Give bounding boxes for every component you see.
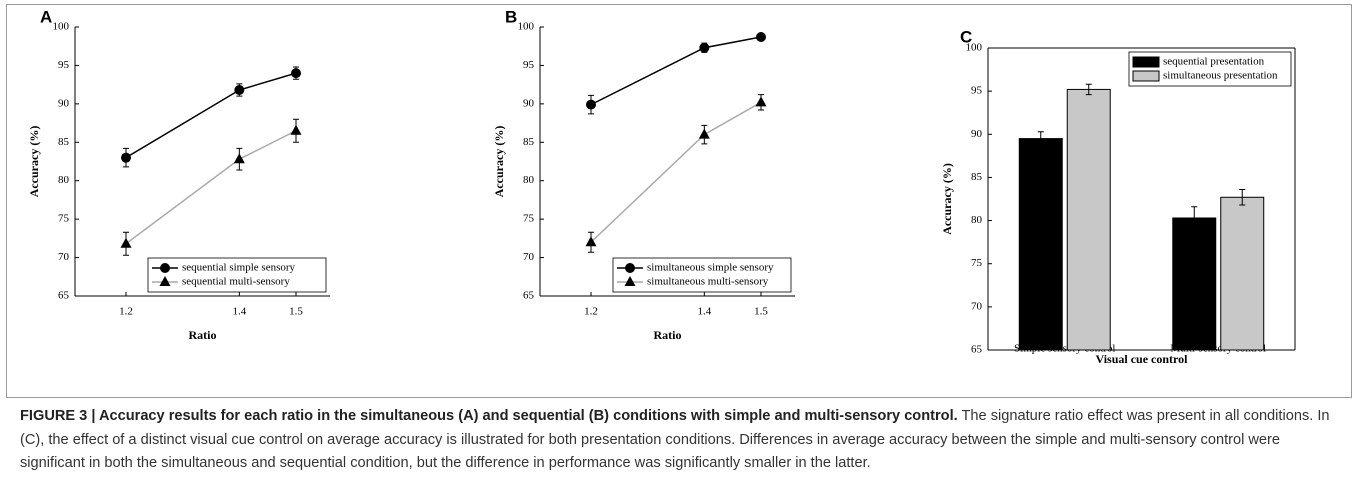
panel-letter: B <box>505 7 517 26</box>
y-tick-label: 75 <box>523 213 535 225</box>
bar <box>1172 217 1217 351</box>
y-axis-title: Accuracy (%) <box>27 126 41 198</box>
series-line <box>590 101 762 243</box>
y-axis-title: Accuracy (%) <box>492 126 506 198</box>
x-tick-label: 1.5 <box>754 306 768 318</box>
y-tick-label: 100 <box>518 21 535 33</box>
marker <box>159 276 171 286</box>
legend: simultaneous simple sensory simultaneous … <box>612 257 792 293</box>
y-tick-label: 65 <box>523 290 535 302</box>
legend-label: sequential simple sensory <box>182 262 296 274</box>
marker <box>585 236 597 247</box>
marker <box>586 99 596 110</box>
y-tick-label: 80 <box>523 174 535 186</box>
marker <box>291 68 301 79</box>
legend-label: sequential presentation <box>1163 56 1265 68</box>
y-tick-label: 95 <box>523 59 535 71</box>
y-tick-label: 90 <box>523 97 535 109</box>
legend-label: simultaneous presentation <box>1163 70 1278 82</box>
y-tick-label: 95 <box>971 85 983 97</box>
figure-frame <box>6 4 1352 398</box>
y-tick-label: 80 <box>58 174 70 186</box>
y-tick-label: 90 <box>58 97 70 109</box>
marker <box>160 263 170 273</box>
legend: sequential simple sensory sequential mult… <box>147 257 327 293</box>
caption-text: The signature ratio effect was present i… <box>20 408 1330 471</box>
marker <box>756 31 766 42</box>
series-line <box>590 36 762 106</box>
y-tick-label: 95 <box>58 59 70 71</box>
legend-box <box>612 257 792 293</box>
y-axis-title: Accuracy (%) <box>940 163 954 235</box>
panel-letter: C <box>960 27 972 46</box>
x-axis-title: Visual cue control <box>1096 352 1189 366</box>
panel-letter: A <box>40 7 52 26</box>
caption-label: FIGURE 3 | Accuracy results for each rat… <box>20 408 958 424</box>
bar <box>1066 88 1111 351</box>
legend-label: simultaneous simple sensory <box>647 262 774 274</box>
legend: sequential presentation simultaneous pres… <box>1128 51 1292 87</box>
error-bar <box>1037 131 1044 147</box>
series-line <box>125 130 297 245</box>
legend-box <box>147 257 327 293</box>
figure: A 65 70 75 80 85 90 95 100 Accuracy (%) Ratio 1.2 1.… <box>27 7 1296 366</box>
legend-label: simultaneous multi-sensory <box>647 276 769 288</box>
y-tick-label: 65 <box>971 344 983 356</box>
marker <box>699 42 710 53</box>
y-tick-label: 80 <box>971 214 983 226</box>
marker <box>121 152 131 163</box>
y-tick-label: 85 <box>971 171 983 183</box>
y-tick-label: 70 <box>523 251 535 263</box>
marker <box>233 153 245 164</box>
marker <box>624 276 636 286</box>
marker <box>698 128 710 139</box>
chart-panel: C 65 70 75 80 85 90 95 100 Accuracy (%) Visual cue… <box>940 27 1296 366</box>
legend-swatch <box>1132 56 1160 68</box>
x-tick-label: 1.5 <box>289 306 303 318</box>
x-tick-label: 1.2 <box>119 306 133 318</box>
y-tick-label: 75 <box>971 257 983 269</box>
caption: FIGURE 3 | Accuracy results for each rat… <box>20 405 1345 476</box>
chart-panel: B 65 70 75 80 85 90 95 100 Accuracy (%) Ratio 1.2 1.… <box>492 7 795 342</box>
marker <box>120 237 132 248</box>
error-bar <box>1085 83 1092 96</box>
x-tick-label: 1.2 <box>584 306 598 318</box>
y-tick-label: 85 <box>523 136 535 148</box>
y-tick-label: 70 <box>971 300 983 312</box>
marker <box>755 96 767 107</box>
marker <box>290 124 302 135</box>
y-tick-label: 100 <box>966 42 983 54</box>
x-tick-label: 1.4 <box>697 306 711 318</box>
x-axis-title: Ratio <box>189 328 217 342</box>
legend-label: sequential multi-sensory <box>182 276 290 288</box>
marker <box>234 85 245 96</box>
series-line <box>125 72 297 159</box>
y-tick-label: 90 <box>971 128 983 140</box>
y-tick-label: 85 <box>58 136 70 148</box>
bar <box>1220 196 1265 351</box>
error-bar <box>1191 206 1198 230</box>
bar <box>1018 138 1063 351</box>
y-tick-label: 70 <box>58 251 70 263</box>
chart-panel: A 65 70 75 80 85 90 95 100 Accuracy (%) Ratio 1.2 1.… <box>27 7 330 342</box>
y-tick-label: 65 <box>58 290 70 302</box>
legend-swatch <box>1132 70 1160 82</box>
y-tick-label: 100 <box>53 21 70 33</box>
x-axis-title: Ratio <box>654 328 682 342</box>
x-tick-label: 1.4 <box>232 306 246 318</box>
y-tick-label: 75 <box>58 213 70 225</box>
error-bar <box>1239 189 1246 206</box>
marker <box>625 263 635 273</box>
